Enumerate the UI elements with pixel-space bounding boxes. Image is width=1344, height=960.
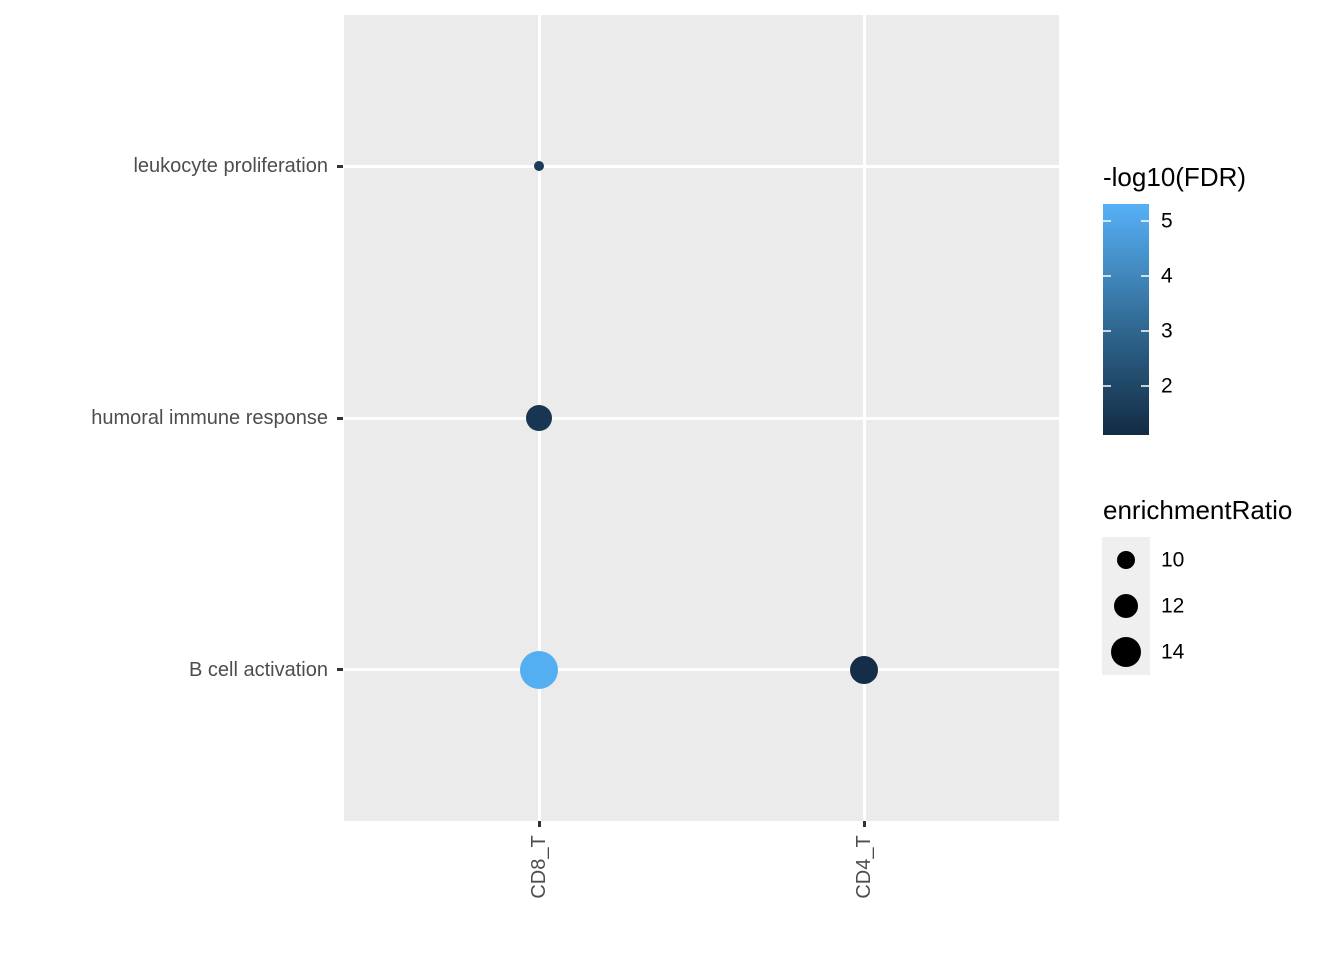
x-axis-label: CD4_T — [853, 835, 875, 899]
colorbar-tick-left — [1103, 329, 1111, 332]
y-axis-label: humoral immune response — [91, 407, 328, 429]
y-axis-label: leukocyte proliferation — [133, 155, 328, 178]
x-axis-tick — [537, 821, 541, 827]
size-legend-circle — [1111, 637, 1141, 667]
data-point — [850, 655, 878, 684]
colorbar-tick-right — [1141, 274, 1149, 277]
y-axis-tick — [337, 164, 343, 168]
colorbar-tick-right — [1141, 384, 1149, 387]
colorbar-tick-label: 5 — [1161, 209, 1173, 232]
colorbar-gradient — [1103, 204, 1149, 435]
size-legend-label: 10 — [1161, 548, 1185, 572]
colorbar-tick-right — [1141, 219, 1149, 222]
size-legend-circle — [1117, 551, 1135, 569]
colorbar-tick-left — [1103, 384, 1111, 387]
y-axis-tick — [337, 668, 343, 672]
colorbar-tick-label: 2 — [1161, 374, 1173, 397]
colorbar-tick-right — [1141, 329, 1149, 332]
gridline-horizontal — [344, 164, 1059, 168]
colorbar-tick-left — [1103, 219, 1111, 222]
plot-panel — [344, 15, 1059, 821]
colorbar-tick-left — [1103, 274, 1111, 277]
x-axis-tick — [862, 821, 866, 827]
size-legend-title: enrichmentRatio — [1103, 495, 1293, 525]
x-axis-label: CD8_T — [528, 835, 550, 899]
gridline-horizontal — [344, 668, 1059, 672]
color-legend-title: -log10(FDR) — [1103, 162, 1247, 192]
y-axis-tick — [337, 416, 343, 420]
data-point — [534, 161, 544, 172]
colorbar-tick-label: 4 — [1161, 264, 1173, 287]
colorbar-tick-label: 3 — [1161, 319, 1173, 342]
data-point — [519, 650, 559, 689]
size-legend-label: 14 — [1161, 640, 1185, 664]
size-legend-label: 12 — [1161, 594, 1185, 618]
gridline-horizontal — [344, 416, 1059, 420]
size-legend-circle — [1114, 594, 1138, 618]
data-point — [525, 404, 553, 432]
y-axis-label: B cell activation — [189, 658, 328, 681]
